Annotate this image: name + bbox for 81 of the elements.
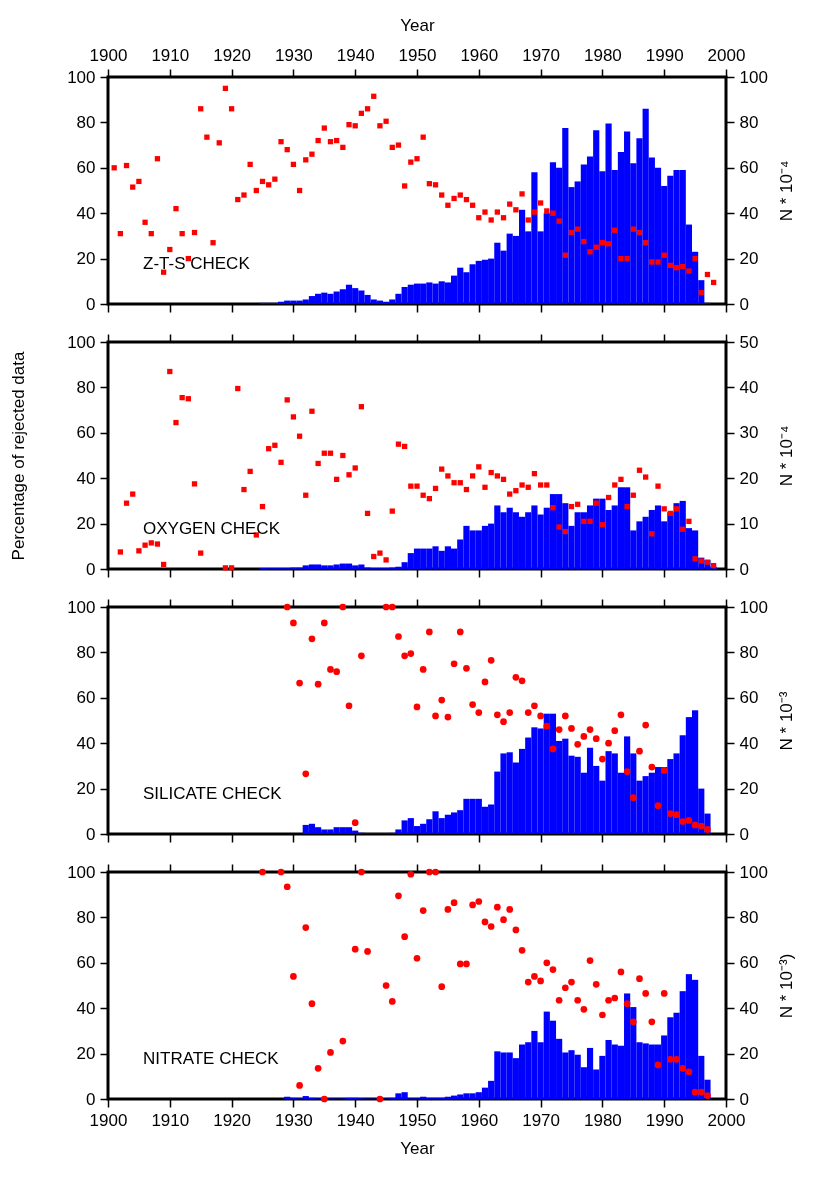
x-tick-label: 1920 (213, 45, 252, 65)
y2-tick-label: 50 (739, 332, 759, 352)
y2-tick-label: 20 (739, 1044, 759, 1064)
x-tick-label: 1960 (460, 45, 499, 65)
text: SILICATE CHECK (143, 784, 283, 803)
y-tick-label: 60 (76, 688, 96, 708)
y2-tick-label: 60 (739, 953, 759, 973)
y2-axis-title: N * 10⁻⁴ (776, 425, 796, 487)
x-tick-label: 1910 (151, 1110, 190, 1130)
y2-tick-label: 20 (739, 249, 759, 269)
x-tick-label: 1930 (274, 1110, 313, 1130)
y2-tick-label: 40 (739, 998, 759, 1018)
x-tick-label: 1980 (583, 45, 622, 65)
y2-axis-title: N * 10⁻³) (776, 953, 796, 1019)
y-tick-label: 100 (67, 67, 96, 87)
y-tick-label: 80 (76, 642, 96, 662)
y2-tick-label: 80 (739, 112, 759, 132)
y2-tick-label: 100 (739, 862, 768, 882)
x-tick-label: 1970 (522, 1110, 561, 1130)
x-tick-label: 1950 (398, 45, 437, 65)
y2-tick-label: 30 (739, 423, 759, 443)
y2-tick-label: 100 (739, 597, 768, 617)
y-axis-title: Percentage of rejected data (9, 351, 29, 561)
y-tick-label: 100 (67, 597, 96, 617)
y-tick-label: 80 (76, 377, 96, 397)
y2-tick-label: 10 (739, 514, 759, 534)
x-tick-label: 1930 (274, 45, 313, 65)
x-tick-label: 1940 (336, 1110, 375, 1130)
x-tick-label: 1990 (645, 45, 684, 65)
x-tick-label: 2000 (707, 45, 746, 65)
y-tick-label: 0 (86, 1089, 96, 1109)
y2-tick-label: 60 (739, 158, 759, 178)
y-tick-label: 20 (76, 249, 96, 269)
y-tick-label: 40 (76, 203, 96, 223)
y-tick-label: 60 (76, 158, 96, 178)
text: Z-T-S CHECK (143, 254, 251, 273)
y-tick-label: 60 (76, 953, 96, 973)
y-tick-label: 40 (76, 468, 96, 488)
y-tick-label: 100 (67, 332, 96, 352)
x-tick-label: 1990 (645, 1110, 684, 1130)
y-tick-label: 0 (86, 559, 96, 579)
text: NITRATE CHECK (143, 1049, 280, 1068)
x-tick-label: 1940 (336, 45, 375, 65)
x-tick-label: 1980 (583, 1110, 622, 1130)
y2-tick-label: 100 (739, 67, 768, 87)
y2-axis-title: N * 10⁻³ (776, 691, 796, 751)
x-tick-label: 1960 (460, 1110, 499, 1130)
y2-tick-label: 80 (739, 907, 759, 927)
y2-tick-label: 20 (739, 779, 759, 799)
y2-tick-label: 40 (739, 377, 759, 397)
x-tick-label: 1900 (89, 1110, 128, 1130)
y-tick-label: 20 (76, 1044, 96, 1064)
y2-tick-label: 0 (739, 294, 749, 314)
y2-tick-label: 0 (739, 824, 749, 844)
y2-axis-title: N * 10⁻⁴ (776, 160, 796, 222)
y-tick-label: 20 (76, 514, 96, 534)
x-axis-title: Year (400, 1138, 436, 1158)
y-tick-label: 60 (76, 423, 96, 443)
y2-tick-label: 40 (739, 733, 759, 753)
y-tick-label: 0 (86, 824, 96, 844)
y-tick-label: 40 (76, 998, 96, 1018)
y-tick-label: 80 (76, 907, 96, 927)
y2-tick-label: 20 (739, 468, 759, 488)
y2-tick-label: 80 (739, 642, 759, 662)
x-axis-title: Year (400, 15, 436, 35)
y2-tick-label: 0 (739, 1089, 749, 1109)
y-tick-label: 0 (86, 294, 96, 314)
x-tick-label: 2000 (707, 1110, 746, 1130)
y2-tick-label: 0 (739, 559, 749, 579)
y2-tick-label: 40 (739, 203, 759, 223)
x-tick-label: 1970 (522, 45, 561, 65)
x-tick-label: 1920 (213, 1110, 252, 1130)
x-tick-label: 1950 (398, 1110, 437, 1130)
y-tick-label: 20 (76, 779, 96, 799)
y-tick-label: 80 (76, 112, 96, 132)
y-tick-label: 40 (76, 733, 96, 753)
x-tick-label: 1900 (89, 45, 128, 65)
text: OXYGEN CHECK (143, 519, 281, 538)
y2-tick-label: 60 (739, 688, 759, 708)
y-tick-label: 100 (67, 862, 96, 882)
x-tick-label: 1910 (151, 45, 190, 65)
